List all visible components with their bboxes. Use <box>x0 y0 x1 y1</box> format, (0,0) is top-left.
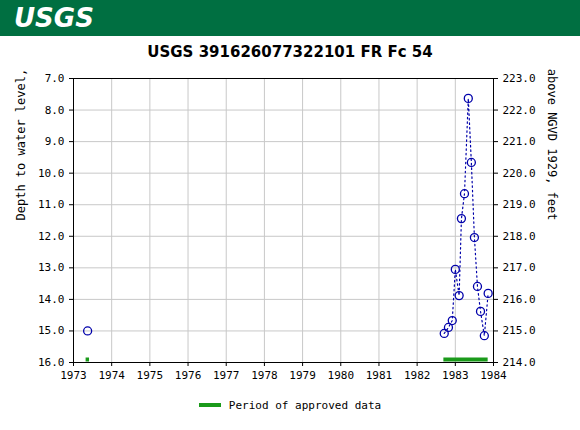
svg-text:16.0: 16.0 <box>38 356 65 369</box>
svg-text:12.0: 12.0 <box>38 230 65 243</box>
svg-text:10.0: 10.0 <box>38 167 65 180</box>
svg-text:219.0: 219.0 <box>503 198 536 211</box>
svg-text:218.0: 218.0 <box>503 230 536 243</box>
svg-text:9.0: 9.0 <box>45 135 65 148</box>
svg-text:1974: 1974 <box>98 369 125 382</box>
svg-text:13.0: 13.0 <box>38 261 65 274</box>
svg-text:217.0: 217.0 <box>503 261 536 274</box>
svg-text:223.0: 223.0 <box>503 72 536 85</box>
svg-text:7.0: 7.0 <box>45 72 65 85</box>
html-text:Period of approved data: Period of approved data <box>228 398 382 412</box>
svg-text:1976: 1976 <box>175 369 202 382</box>
svg-text:8.0: 8.0 <box>45 104 65 117</box>
svg-text:222.0: 222.0 <box>503 104 536 117</box>
svg-text:1981: 1981 <box>366 369 393 382</box>
svg-text:1973: 1973 <box>60 369 87 382</box>
svg-text:1982: 1982 <box>404 369 431 382</box>
svg-text:Depth to water level, feet bel: Depth to water level, feet below land su… <box>14 65 28 221</box>
svg-text:1979: 1979 <box>289 369 316 382</box>
html-text:USGS 391626077322101 FR Fc 54: USGS 391626077322101 FR Fc 54 <box>147 43 433 61</box>
svg-text:15.0: 15.0 <box>38 324 65 337</box>
svg-text:214.0: 214.0 <box>503 356 536 369</box>
svg-text:216.0: 216.0 <box>503 293 536 306</box>
svg-text:14.0: 14.0 <box>38 293 65 306</box>
svg-text:1978: 1978 <box>251 369 278 382</box>
html-text:USGS: USGS <box>14 3 94 33</box>
svg-text:11.0: 11.0 <box>38 198 65 211</box>
svg-text:Groundwater level above NGVD 1: Groundwater level above NGVD 1929, feet <box>545 65 559 221</box>
svg-text:215.0: 215.0 <box>503 324 536 337</box>
svg-text:221.0: 221.0 <box>503 135 536 148</box>
svg-text:1977: 1977 <box>213 369 240 382</box>
svg-text:220.0: 220.0 <box>503 167 536 180</box>
svg-text:1975: 1975 <box>137 369 164 382</box>
svg-text:1983: 1983 <box>442 369 469 382</box>
svg-text:1984: 1984 <box>480 369 507 382</box>
svg-text:1980: 1980 <box>328 369 355 382</box>
